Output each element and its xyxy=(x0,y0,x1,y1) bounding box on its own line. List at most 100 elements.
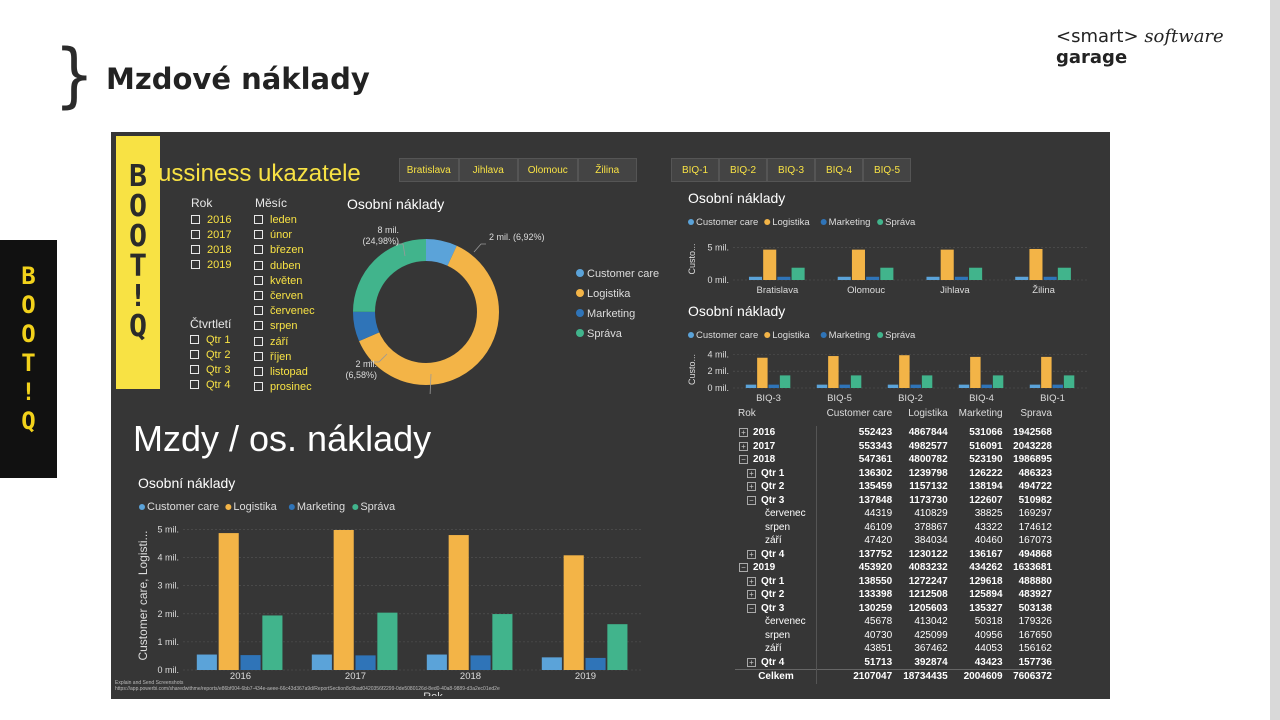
tab-zilina[interactable]: Žilina xyxy=(577,158,637,182)
qtr-option-qtr-3[interactable]: Qtr 3 xyxy=(190,364,230,376)
bar-customer-care-biq-1 xyxy=(1029,384,1041,388)
checkbox-icon[interactable] xyxy=(254,367,263,376)
expand-icon[interactable]: + xyxy=(747,657,756,667)
bar-marketing-biq-1 xyxy=(1052,384,1063,388)
checkbox-icon[interactable] xyxy=(191,260,200,269)
checkbox-icon[interactable] xyxy=(254,245,263,255)
expand-icon[interactable]: + xyxy=(747,549,756,559)
qtr-option-qtr-4[interactable]: Qtr 4 xyxy=(190,379,230,391)
checkbox-icon[interactable] xyxy=(254,336,263,346)
matrix-cell: 133398 xyxy=(858,589,893,601)
rok-option-2019[interactable]: 2019 xyxy=(191,259,231,271)
mesic-option-leden[interactable]: leden xyxy=(254,214,297,226)
checkbox-icon[interactable] xyxy=(254,215,263,224)
mesic-option-cervenec[interactable]: červenec xyxy=(254,305,315,317)
rok-option-2017[interactable]: 2017 xyxy=(191,229,231,241)
tab-bratislava[interactable]: Bratislava xyxy=(399,158,459,182)
matrix-header-rok[interactable]: Rok xyxy=(738,408,756,419)
x-tick-label: 2018 xyxy=(460,671,481,682)
checkbox-icon[interactable] xyxy=(190,365,199,374)
y-tick-label: 5 mil. xyxy=(707,243,729,253)
expand-icon[interactable]: + xyxy=(747,468,756,478)
matrix-row-label-text: Qtr 2 xyxy=(761,589,785,601)
matrix-cell: 135459 xyxy=(858,481,893,493)
mesic-option-rijen[interactable]: říjen xyxy=(254,351,291,363)
bar-marketing-jihlava xyxy=(954,276,968,280)
legend-dot-customer-care xyxy=(139,504,145,510)
checkbox-icon[interactable] xyxy=(254,306,263,316)
collapse-icon[interactable]: − xyxy=(747,603,756,613)
mesic-option-zari[interactable]: září xyxy=(254,336,288,348)
matrix-row: −2018 547361 4800782 523190 1986895 xyxy=(735,453,1055,467)
matrix-cell: 38825 xyxy=(974,508,1003,520)
checkbox-icon[interactable] xyxy=(191,215,200,224)
legend-label-marketing: Marketing xyxy=(829,217,871,228)
mesic-option-cerven[interactable]: červen xyxy=(254,290,303,302)
checkbox-icon[interactable] xyxy=(190,335,199,344)
matrix-cell: 531066 xyxy=(969,427,1003,439)
checkbox-icon[interactable] xyxy=(190,350,199,359)
qtr-option-qtr-2[interactable]: Qtr 2 xyxy=(190,349,230,361)
expand-icon[interactable]: + xyxy=(747,482,756,492)
expand-icon[interactable]: + xyxy=(747,576,756,586)
tab-jihlava[interactable]: Jihlava xyxy=(458,158,518,182)
mesic-option-unor[interactable]: únor xyxy=(254,229,292,241)
matrix-row: − Qtr 3 130259 1205603 135327 503138 xyxy=(735,601,1055,615)
y-tick-label: 0 mil. xyxy=(707,383,729,393)
tab-biq-4[interactable]: BIQ-4 xyxy=(815,158,863,182)
matrix-row: srpen 40730 425099 40956 167650 xyxy=(735,628,1055,642)
collapse-icon[interactable]: − xyxy=(739,563,748,573)
mesic-option-label: duben xyxy=(270,259,301,272)
matrix-header-customer-care[interactable]: Customer care xyxy=(826,408,893,419)
matrix-row-label: + Qtr 2 xyxy=(735,480,817,494)
matrix-header-logistika[interactable]: Logistika xyxy=(908,408,948,419)
bar-marketing-2016 xyxy=(240,655,261,670)
collapse-icon[interactable]: − xyxy=(747,495,756,505)
matrix-row-label: červenec xyxy=(735,507,817,521)
rok-option-2018[interactable]: 2018 xyxy=(191,244,231,256)
expand-icon[interactable]: + xyxy=(739,441,748,451)
expand-icon[interactable]: + xyxy=(739,428,748,438)
matrix-row: + Qtr 1 138550 1272247 129618 488880 xyxy=(735,574,1055,588)
mesic-option-srpen[interactable]: srpen xyxy=(254,320,298,332)
y-tick-label: 2 mil. xyxy=(707,366,729,376)
bar-sprava-biq-4 xyxy=(992,375,1004,388)
checkbox-icon[interactable] xyxy=(191,230,200,239)
donut-leader-sprava xyxy=(393,243,406,257)
mesic-option-label: červen xyxy=(270,290,304,302)
mesic-option-kveten[interactable]: květen xyxy=(254,275,302,287)
mesic-option-listopad[interactable]: listopad xyxy=(254,366,308,378)
matrix-row: + Qtr 4 137752 1230122 136167 494868 xyxy=(735,547,1055,561)
mesic-option-duben[interactable]: duben xyxy=(254,260,301,272)
matrix-cell: 1173730 xyxy=(909,494,948,506)
tab-biq-3[interactable]: BIQ-3 xyxy=(767,158,815,182)
rok-option-2016[interactable]: 2016 xyxy=(191,214,231,226)
checkbox-icon[interactable] xyxy=(254,351,263,361)
tab-biq-1[interactable]: BIQ-1 xyxy=(671,158,719,182)
matrix-row-label: −2019 xyxy=(735,561,817,575)
checkbox-icon[interactable] xyxy=(254,230,263,240)
matrix-header-marketing[interactable]: Marketing xyxy=(958,408,1003,419)
matrix-row-label-text: září xyxy=(765,643,782,655)
mesic-option-prosinec[interactable]: prosinec xyxy=(254,381,312,393)
bar-logistika-2019 xyxy=(563,555,584,670)
checkbox-icon[interactable] xyxy=(190,380,199,389)
checkbox-icon[interactable] xyxy=(254,321,263,331)
checkbox-icon[interactable] xyxy=(191,245,200,254)
qtr-option-qtr-1[interactable]: Qtr 1 xyxy=(190,334,230,346)
checkbox-icon[interactable] xyxy=(254,291,263,300)
checkbox-icon[interactable] xyxy=(254,275,263,285)
matrix-row-label: + Qtr 2 xyxy=(735,588,817,602)
matrix-header-sprava[interactable]: Sprava xyxy=(1020,408,1052,419)
collapse-icon[interactable]: − xyxy=(739,455,748,465)
checkbox-icon[interactable] xyxy=(254,382,263,392)
checkbox-icon[interactable] xyxy=(254,260,263,270)
bar-logistika-biq-5 xyxy=(828,356,839,388)
mesic-option-brezen[interactable]: březen xyxy=(254,244,304,256)
tab-olomouc[interactable]: Olomouc xyxy=(518,158,578,182)
tab-biq-5[interactable]: BIQ-5 xyxy=(863,158,911,182)
mesic-slicer-label: Měsíc xyxy=(255,196,288,210)
expand-icon[interactable]: + xyxy=(747,590,756,600)
matrix-cell: 1986895 xyxy=(1013,454,1052,466)
tab-biq-2[interactable]: BIQ-2 xyxy=(719,158,767,182)
